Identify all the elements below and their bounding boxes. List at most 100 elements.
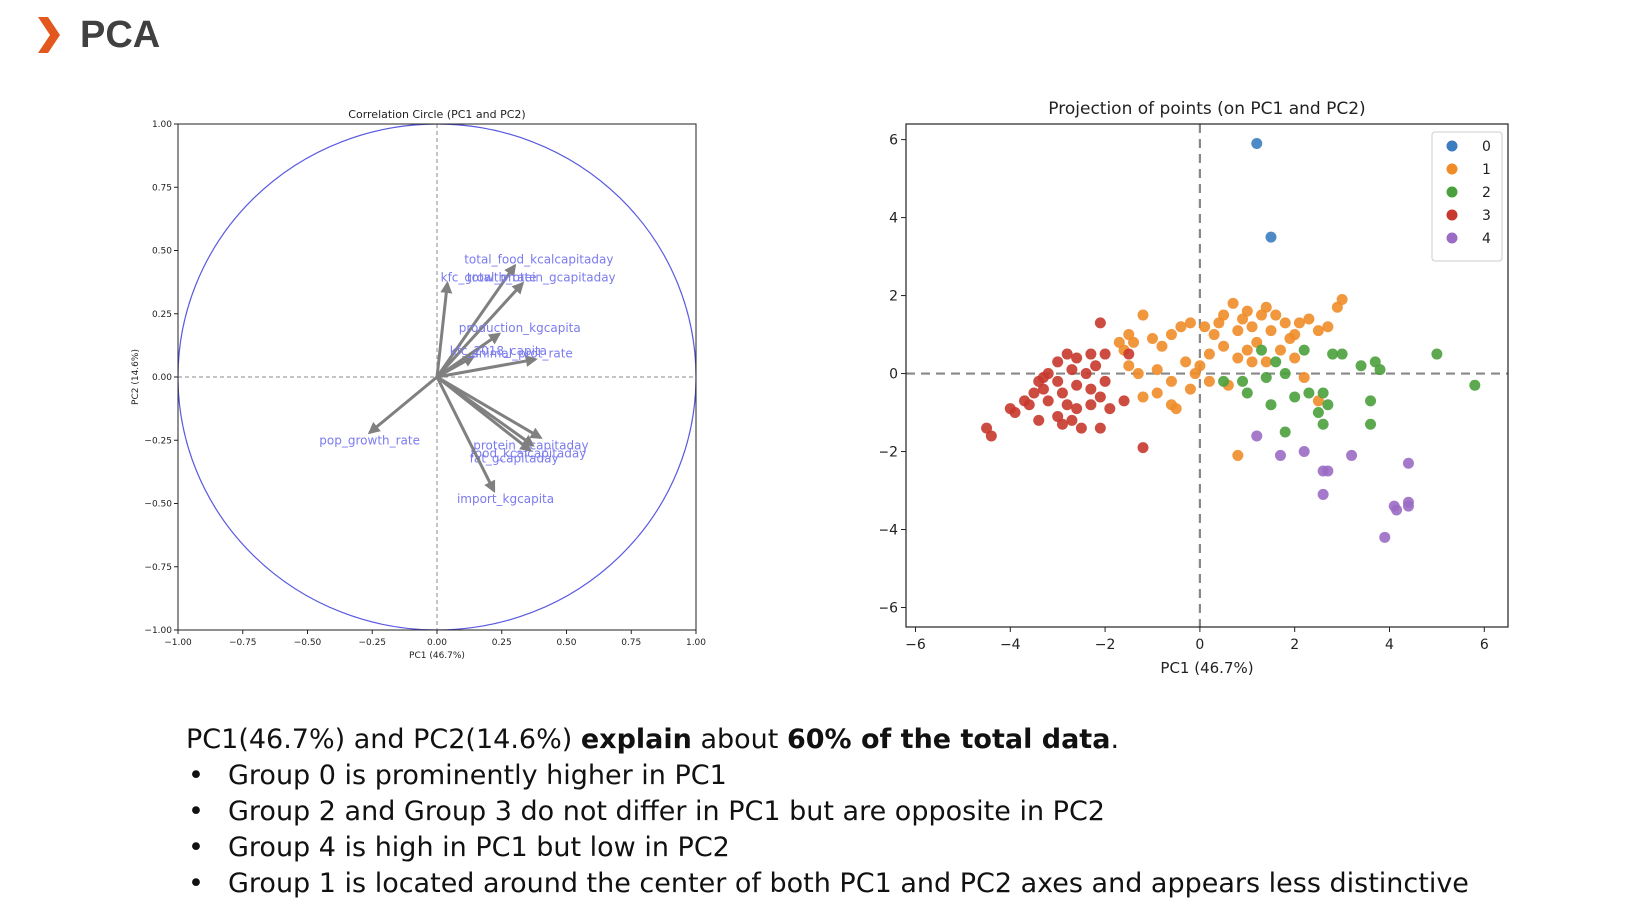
scatter-point-group-3 — [1094, 317, 1106, 329]
scatter-point-group-3 — [1094, 422, 1106, 434]
legend-label: 3 — [1482, 208, 1491, 224]
scatter-point-group-4 — [1346, 449, 1358, 461]
y-tick-label: −4 — [880, 523, 898, 539]
bullet-icon: • — [188, 868, 204, 899]
scatter-point-group-1 — [1246, 356, 1258, 368]
summary-bullet: • Group 4 is high in PC1 but low in PC2 — [186, 830, 1606, 866]
intro-text-3: . — [1110, 724, 1120, 755]
scatter-point-group-1 — [1180, 356, 1192, 368]
summary-bullet-text: Group 1 is located around the center of … — [228, 868, 1469, 899]
scatter-point-group-3 — [1099, 375, 1111, 387]
scatter-point-group-1 — [1203, 375, 1215, 387]
scatter-point-group-1 — [1184, 317, 1196, 329]
scatter-point-group-1 — [1218, 340, 1230, 352]
x-tick-label: 4 — [1385, 637, 1394, 653]
loading-arrow — [436, 375, 543, 440]
scatter-point-group-3 — [1099, 348, 1111, 360]
x-tick-label: 0.25 — [492, 638, 512, 648]
scatter-point-group-1 — [1132, 368, 1144, 380]
scatter-point-group-2 — [1279, 368, 1291, 380]
intro-text-1: PC1(46.7%) and PC2(14.6%) — [186, 724, 581, 755]
scatter-point-group-3 — [1061, 399, 1073, 411]
legend-marker — [1446, 140, 1458, 152]
scatter-point-group-3 — [1071, 352, 1083, 364]
scatter-point-group-2 — [1365, 418, 1377, 430]
scatter-point-group-3 — [1061, 348, 1073, 360]
bullet-icon: • — [188, 760, 204, 791]
x-tick-label: 0.00 — [427, 638, 447, 648]
loading-label: pop_growth_rate — [319, 434, 420, 448]
scatter-point-group-1 — [1199, 321, 1211, 333]
scatter-point-group-2 — [1270, 356, 1282, 368]
scatter-point-group-1 — [1298, 371, 1310, 383]
intro-bold-2: 60% of the total data — [786, 724, 1111, 755]
chart-title: Projection of points (on PC1 and PC2) — [1048, 99, 1365, 119]
correlation-circle-chart: Correlation Circle (PC1 and PC2) −1.00 −0.… — [131, 108, 706, 661]
scatter-point-group-3 — [1056, 418, 1068, 430]
scatter-point-group-2 — [1336, 348, 1348, 360]
scatter-point-group-2 — [1355, 360, 1367, 372]
plot-area: total_food_kcalcapitaday total_protein_gc… — [178, 124, 696, 630]
summary-bullet-text: Group 4 is high in PC1 but low in PC2 — [228, 832, 730, 863]
loading-arrow — [436, 355, 476, 379]
summary-bullet-list: • Group 0 is prominently higher in PC1 • G… — [186, 758, 1606, 902]
scatter-point-group-2 — [1265, 399, 1277, 411]
loading-label: total_food_kcalcapitaday — [464, 253, 613, 267]
scatter-point-group-3 — [1094, 391, 1106, 403]
loading-label: total_protein_gcapitaday — [467, 270, 616, 284]
loading-arrow — [435, 281, 453, 378]
x-tick-label: 0.50 — [556, 638, 576, 648]
scatter-point-group-0 — [1265, 231, 1277, 243]
loading-label: production_kgcapita — [459, 321, 581, 335]
summary-bullet-text: Group 0 is prominently higher in PC1 — [228, 760, 727, 791]
scatter-point-group-3 — [1118, 395, 1130, 407]
summary-bullet: • Group 0 is prominently higher in PC1 — [186, 758, 1606, 794]
scatter-point-group-1 — [1322, 321, 1334, 333]
loading-label: kfc_growth_rate — [441, 270, 537, 284]
scatter-point-group-3 — [1104, 403, 1116, 415]
legend-label: 1 — [1482, 162, 1491, 178]
legend-marker — [1446, 163, 1458, 175]
x-tick-label: −0.50 — [294, 638, 322, 648]
y-axis-label: PC2 (14.6%) — [131, 349, 141, 405]
scatter-point-group-1 — [1265, 325, 1277, 337]
scatter-point-group-3 — [1037, 383, 1049, 395]
scatter-point-group-2 — [1237, 375, 1249, 387]
scatter-point-group-3 — [1023, 399, 1035, 411]
loading-label: import_kgcapita — [457, 492, 554, 506]
scatter-point-group-1 — [1279, 317, 1291, 329]
x-tick-label: 1.00 — [686, 638, 706, 648]
scatter-point-group-1 — [1303, 313, 1315, 325]
scatter-point-group-4 — [1379, 531, 1391, 543]
bullet-icon: • — [188, 832, 204, 863]
scatter-point-group-1 — [1123, 360, 1135, 372]
scatter-point-group-1 — [1232, 325, 1244, 337]
x-tick-label: 2 — [1290, 637, 1299, 653]
scatter-point-group-3 — [1052, 375, 1064, 387]
scatter-point-group-1 — [1293, 317, 1305, 329]
legend-label: 2 — [1482, 185, 1491, 201]
scatter-point-group-1 — [1213, 317, 1225, 329]
x-axis-label: PC1 (46.7%) — [409, 651, 465, 661]
scatter-point-group-2 — [1365, 395, 1377, 407]
y-tick-label: −6 — [880, 601, 898, 617]
slide-title: PCA — [80, 13, 161, 56]
scatter-point-group-3 — [1066, 414, 1078, 426]
scatter-point-group-4 — [1298, 446, 1310, 458]
x-axis-label: PC1 (46.7%) — [1160, 659, 1253, 677]
scatter-point-group-1 — [1170, 403, 1182, 415]
plot-frame — [905, 123, 1509, 628]
x-tick-label: −4 — [1000, 637, 1021, 653]
scatter-point-group-2 — [1260, 371, 1272, 383]
chevron-right-icon — [38, 17, 60, 53]
summary-bullet: • Group 2 and Group 3 do not differ in PC… — [186, 794, 1606, 830]
scatter-point-group-1 — [1113, 336, 1125, 348]
loading-arrow — [436, 355, 538, 379]
bullet-icon: • — [188, 796, 204, 827]
x-tick-label: −0.25 — [358, 638, 386, 648]
scatter-point-group-3 — [1085, 348, 1097, 360]
loading-arrow — [435, 281, 525, 379]
legend: 0 1 2 3 4 — [1431, 131, 1503, 262]
scatter-point-group-2 — [1317, 387, 1329, 399]
scatter-point-group-3 — [985, 430, 997, 442]
